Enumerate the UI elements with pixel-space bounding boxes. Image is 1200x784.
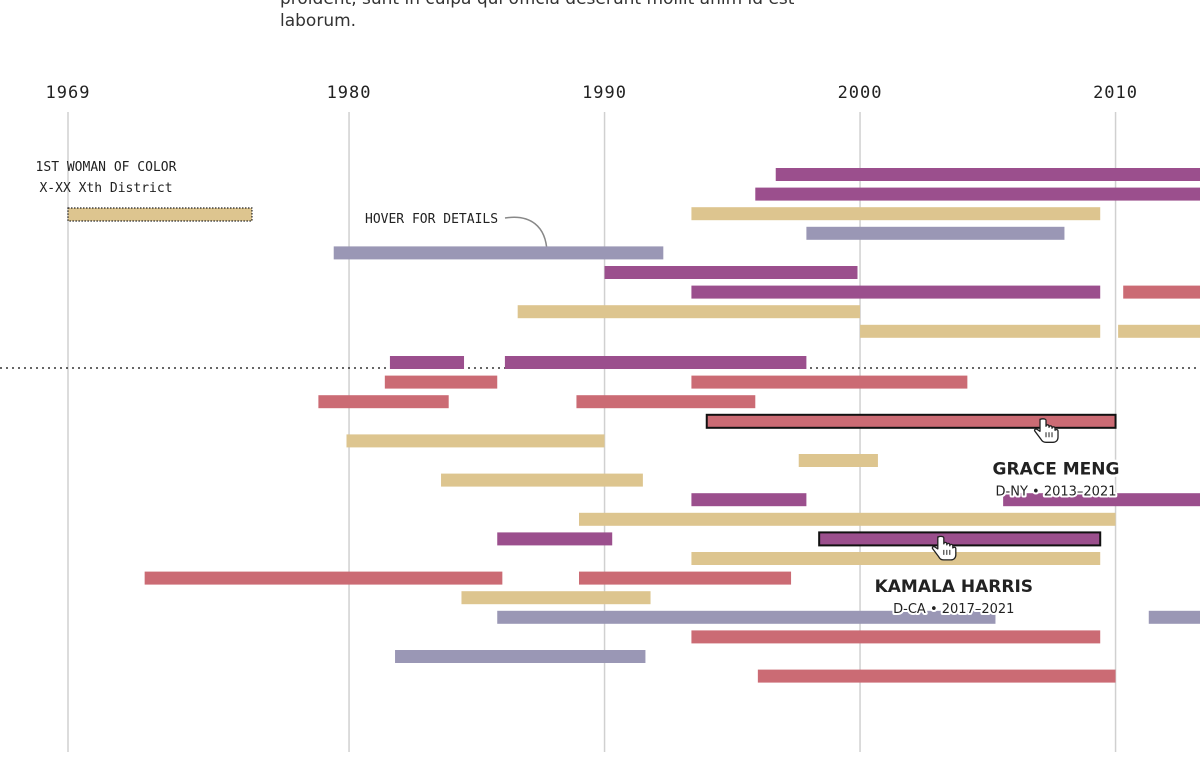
first-woman-label: 1ST WOMAN OF COLOR [36,160,177,175]
tenure-bar-row-14-1[interactable] [346,434,605,448]
tenure-bar-row-23-2[interactable] [1148,610,1200,624]
tenure-bar-row-6-1[interactable] [604,266,858,279]
tenure-bar-row-7-2[interactable] [1123,285,1200,299]
tenure-bar-row-1-1[interactable] [775,168,1200,181]
tenure-bar-row-10-1[interactable] [389,356,465,369]
tenure-bar-row-4-1[interactable] [806,226,1065,240]
tenure-bar-row-24-1[interactable] [691,630,1101,644]
tenure-bar-row-12-1[interactable] [318,395,449,409]
tenure-bar-row-26-1[interactable] [757,669,1116,683]
first-woman-district: X-XX Xth District [39,181,172,196]
tenure-bar-row-23-1[interactable] [497,610,996,624]
tenure-bar-row-19-2-highlighted[interactable] [818,531,1102,547]
tenure-bar-row-11-2[interactable] [691,375,968,389]
hover-hint-label: HOVER FOR DETAILS [365,212,498,227]
tenure-bar-row-17-2[interactable] [1003,493,1200,507]
x-tick-label-1980: 1980 [327,83,372,103]
tooltip-meta: D-CA • 2017–2021 [893,602,1014,617]
tenure-bar-row-9-2[interactable] [1118,324,1200,338]
tenure-bar-row-18-1[interactable] [579,512,1116,526]
tooltip-name: KAMALA HARRIS [875,577,1033,597]
x-tick-label-2010: 2010 [1093,83,1138,103]
tenure-bar-row-21-2[interactable] [579,571,792,585]
tooltip-1: GRACE MENG D-NY • 2013–2021 [990,418,1122,501]
tenure-bar-row-5-1[interactable] [333,246,664,260]
tooltip-2: KAMALA HARRIS D-CA • 2017–2021 [872,535,1036,619]
intro-paragraph: proident, sunt in culpa qui officia dese… [280,0,880,32]
hand-cursor-icon [1033,418,1059,443]
tenure-bar-row-16-1[interactable] [441,473,643,487]
tenure-bar-row-19-1[interactable] [497,532,613,546]
tooltip-meta: D-NY • 2013–2021 [996,484,1117,499]
x-tick-label-1969: 1969 [46,83,91,103]
tenure-bar-row-15-1[interactable] [798,454,878,467]
x-tick-label-1990: 1990 [582,83,627,103]
x-axis: 1969 1980 1990 2000 2010 [46,83,1138,103]
tenure-bar-row-25-1[interactable] [395,650,646,663]
tenure-bar-row-10-2[interactable] [504,356,807,369]
tenure-bar-row-22-1[interactable] [461,591,651,605]
intro-line-1: proident, sunt in culpa qui officia dese… [280,0,880,10]
tooltips: GRACE MENG D-NY • 2013–2021 KAMALA HARRIS D… [872,418,1122,619]
tenure-bar-row-8-1[interactable] [517,305,861,319]
tenure-bar-row-7-1[interactable] [691,285,1101,299]
tenure-bar-row-11-1[interactable] [384,375,498,389]
intro-line-2: laborum. [280,11,357,31]
first-woman-annotation: 1ST WOMAN OF COLOR X-XX Xth District [36,160,253,222]
tenure-bars [144,168,1200,683]
hover-hint-arrow-icon [504,216,548,253]
hand-cursor-icon [931,535,957,561]
tenure-bar-row-3-1[interactable] [691,207,1101,221]
tenure-bar-row-9-1[interactable] [860,324,1101,338]
x-tick-label-2000: 2000 [838,83,883,103]
tenure-bar-row-13-1-highlighted[interactable] [705,413,1117,429]
tenure-bar-row-2-1[interactable] [755,187,1200,201]
tooltip-name: GRACE MENG [993,459,1120,479]
tenure-bar-row-20-1[interactable] [691,552,1101,565]
tenure-bar-row-21-1[interactable] [144,571,503,585]
tenure-bar-row-12-2[interactable] [576,395,756,409]
first-woman-legend-bar [67,207,253,222]
tenure-bar-row-17-1[interactable] [691,493,807,507]
